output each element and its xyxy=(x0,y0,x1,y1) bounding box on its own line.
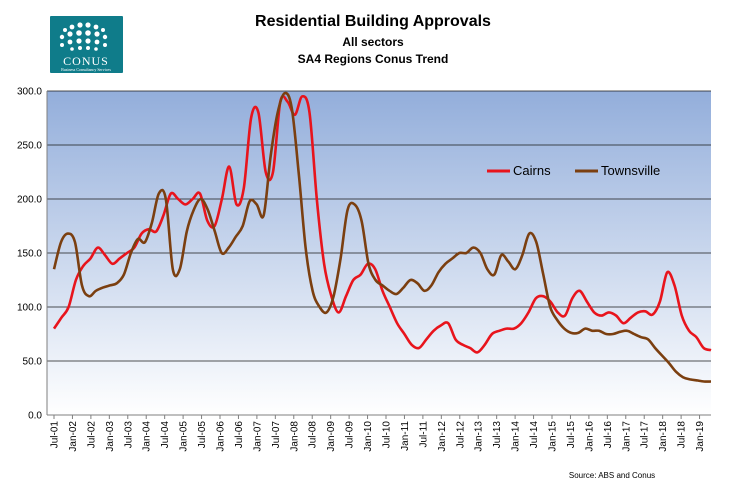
y-tick-label: 300.0 xyxy=(17,87,42,98)
source-note: Source: ABS and Conus xyxy=(569,471,655,480)
y-tick-label: 50.0 xyxy=(23,357,43,368)
x-tick-label: Jan-15 xyxy=(548,421,559,452)
x-tick-label: Jul-14 xyxy=(529,421,540,449)
x-tick-label: Jan-04 xyxy=(142,421,153,452)
x-tick-label: Jan-05 xyxy=(179,421,190,452)
x-tick-label: Jan-02 xyxy=(68,421,79,452)
x-tick-label: Jan-12 xyxy=(437,421,448,452)
y-axis-ticks: 0.0 50.0 100.0 150.0 200.0 250.0 300.0 xyxy=(17,87,42,422)
x-tick-label: Jan-17 xyxy=(621,421,632,452)
x-tick-label: Jan-18 xyxy=(658,421,669,452)
legend-label-townsville: Townsville xyxy=(601,163,660,178)
x-tick-label: Jul-17 xyxy=(640,421,651,449)
x-tick-label: Jul-18 xyxy=(677,421,688,449)
logo-tagline: Business Consultancy Services xyxy=(61,67,111,72)
x-tick-label: Jul-04 xyxy=(160,421,171,449)
logo-name: CONUS xyxy=(63,54,109,68)
x-tick-label: Jan-07 xyxy=(252,421,263,452)
x-tick-label: Jul-16 xyxy=(603,421,614,449)
x-tick-label: Jul-08 xyxy=(308,421,319,449)
series-line-townsville xyxy=(52,91,712,383)
y-tick-label: 0.0 xyxy=(28,411,42,422)
chart-subtitle-2: SA4 Regions Conus Trend xyxy=(298,52,449,66)
x-tick-label: Jul-11 xyxy=(418,421,429,448)
chart-subtitle-1: All sectors xyxy=(342,35,404,49)
x-axis-ticks: Jul-01 Jan-02 Jul-02 Jan-03 Jul-03 Jan-04 Jul-… xyxy=(50,415,706,452)
x-tick-label: Jul-07 xyxy=(271,421,282,449)
series-line-cairns xyxy=(52,94,712,354)
chart-title: Residential Building Approvals xyxy=(255,13,491,30)
x-tick-label: Jul-06 xyxy=(234,421,245,449)
conus-logo: CONUS Business Consultancy Services xyxy=(50,16,123,73)
x-tick-label: Jul-15 xyxy=(566,421,577,449)
x-tick-label: Jan-13 xyxy=(474,421,485,452)
y-tick-label: 100.0 xyxy=(17,303,42,314)
y-tick-label: 200.0 xyxy=(17,195,42,206)
x-tick-label: Jan-08 xyxy=(289,421,300,452)
x-tick-label: Jan-11 xyxy=(400,421,411,451)
x-tick-label: Jul-03 xyxy=(123,421,134,449)
x-tick-label: Jan-19 xyxy=(695,421,706,452)
x-tick-label: Jan-03 xyxy=(105,421,116,452)
series-lines xyxy=(52,91,712,383)
x-tick-label: Jan-06 xyxy=(216,421,227,452)
logo-globe-icon xyxy=(59,22,108,51)
x-tick-label: Jan-14 xyxy=(511,421,522,452)
x-tick-label: Jul-09 xyxy=(345,421,356,449)
y-tick-label: 250.0 xyxy=(17,141,42,152)
x-tick-label: Jan-16 xyxy=(584,421,595,452)
x-tick-label: Jul-10 xyxy=(382,421,393,449)
x-tick-label: Jan-09 xyxy=(326,421,337,452)
x-tick-label: Jan-10 xyxy=(363,421,374,452)
x-tick-label: Jul-12 xyxy=(455,421,466,449)
x-tick-label: Jul-13 xyxy=(492,421,503,449)
y-tick-label: 150.0 xyxy=(17,249,42,260)
x-tick-label: Jul-02 xyxy=(86,421,97,449)
legend-label-cairns: Cairns xyxy=(513,163,551,178)
legend: Cairns Townsville xyxy=(487,163,660,178)
x-tick-label: Jul-05 xyxy=(197,421,208,449)
x-tick-label: Jul-01 xyxy=(50,421,61,449)
